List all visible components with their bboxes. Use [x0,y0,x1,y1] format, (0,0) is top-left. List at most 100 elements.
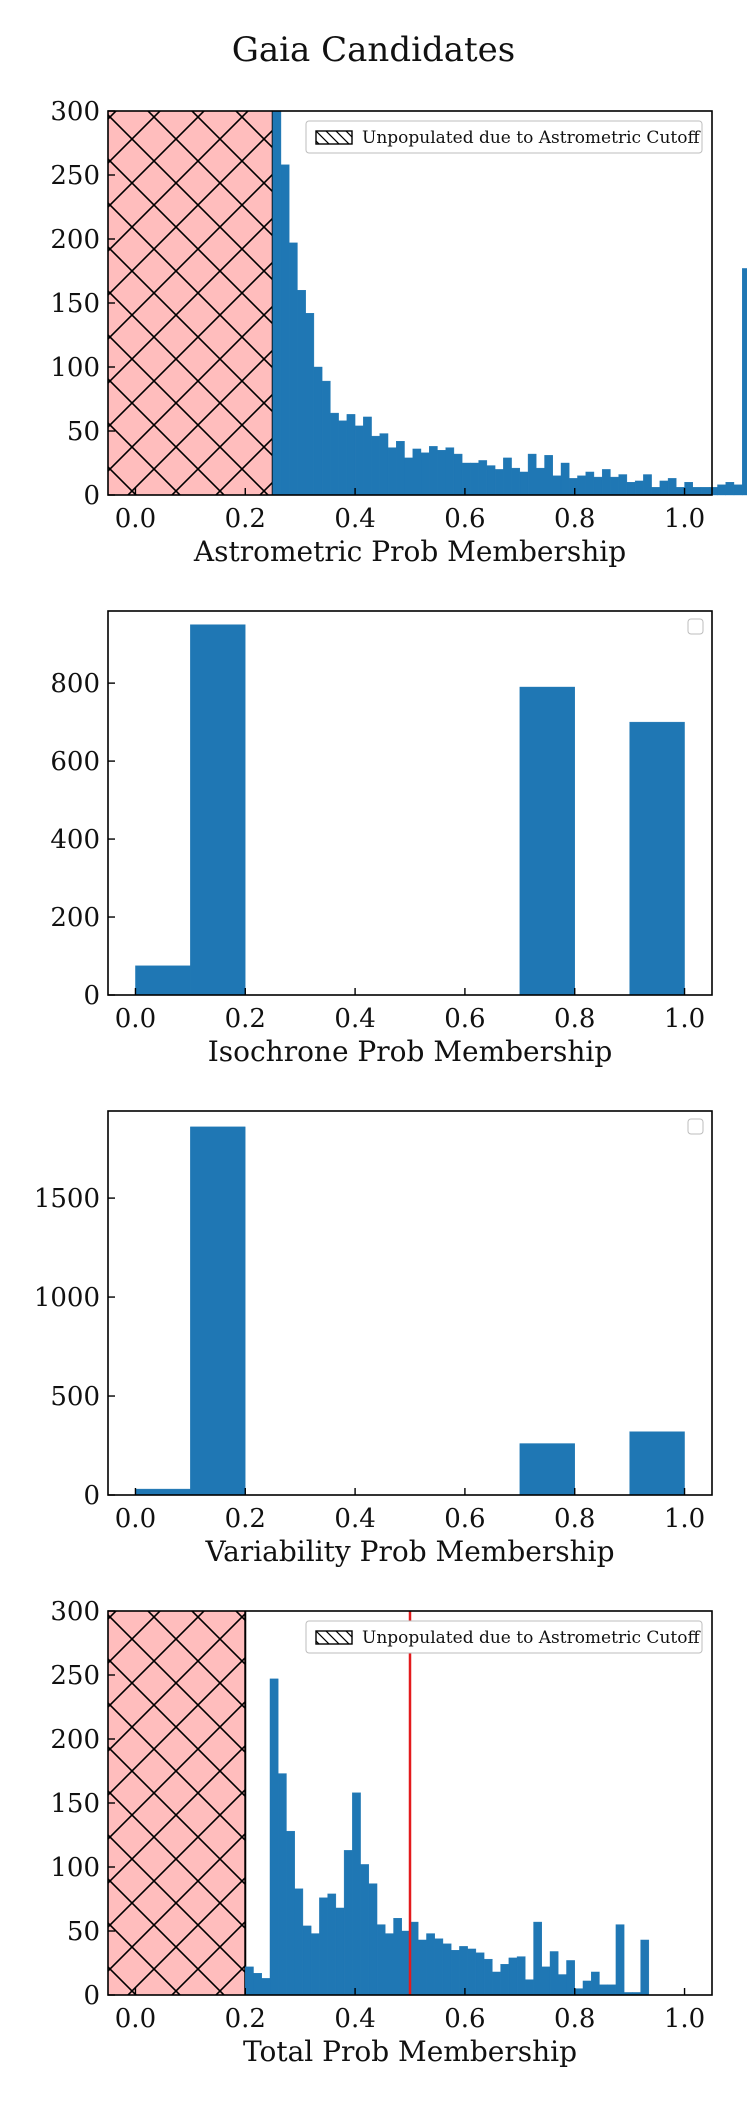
histogram-bar [519,471,529,496]
isochrone-histogram: 0.0 0.2 0.4 0.6 0.8 1.0 0 200 400 600 800 Isochrone… [50,610,713,1068]
histogram-bar [352,1792,361,1996]
histogram-bar [527,453,537,496]
histogram-bar [135,1488,191,1496]
histogram-bar [618,474,628,496]
histogram-bar [461,462,471,496]
histogram-bar [354,425,364,496]
histogram-bar [360,1864,370,1996]
histogram-bar [272,110,282,496]
histogram-bar [585,471,595,496]
histogram-bar [289,242,298,496]
histogram-bar [478,460,488,496]
y-tick-label: 300 [50,1597,100,1627]
legend-swatch [315,1630,353,1645]
legend-box [305,120,703,154]
y-tick-label: 50 [67,1917,100,1947]
y-tick-label: 0 [83,481,100,511]
histogram-bar [483,1958,493,1996]
histogram-bar [684,482,693,496]
legend-label: Unpopulated due to Astrometric Cutoff [362,1628,701,1648]
total-histogram: 0.0 0.2 0.4 0.6 0.8 1.0 0 50 100 150 200 250 300 Tota… [50,1597,713,2068]
histogram-bar [313,366,323,496]
histogram-bar [659,480,669,496]
histogram-bar [368,1883,378,1996]
histogram-bar [190,624,246,996]
histogram-bar [615,1924,625,1996]
histogram-bar [330,412,339,496]
histogram-bar [486,465,496,496]
figure-title: Gaia Candidates [231,30,516,70]
x-tick-label: 0.4 [334,504,375,534]
x-tick-label: 1.0 [664,2004,705,2034]
histogram-bar [190,1126,246,1496]
x-tick-label: 0.8 [554,504,595,534]
histogram-bar [599,1984,608,1996]
histogram-bar [297,289,306,496]
histogram-bar [577,475,586,496]
legend-box [305,1620,703,1654]
y-tick-label: 600 [50,747,100,777]
histogram-bar [541,1966,551,1996]
cutoff-hatch [108,111,273,495]
histogram-bar [434,1938,444,1996]
y-tick-label: 150 [50,289,100,319]
histogram-bar [607,1984,617,1996]
y-tick-label: 800 [50,669,100,699]
histogram-bar [519,686,575,996]
histogram-bar [533,1921,542,1996]
histogram-bar [582,1980,592,1996]
histogram-bar [601,469,611,496]
plot-frame [107,610,713,996]
histogram-bar [549,1951,559,1996]
histogram-bar [725,482,735,496]
histogram-bar [676,487,685,496]
x-tick-label: 0.4 [334,2004,375,2034]
x-tick-label: 1.0 [664,1504,705,1534]
histogram-bar [470,462,479,496]
histogram-bar [709,487,718,496]
histogram-bar [302,1925,312,1996]
histogram-bar [135,965,191,996]
histogram-bar [404,457,413,496]
histogram-bar [338,420,348,496]
y-tick-label: 50 [67,417,100,447]
x-tick-label: 0.6 [444,2004,485,2034]
histogram-bar [426,1933,435,1996]
histogram-bar [651,487,661,496]
x-tick-label: 0.0 [115,2004,156,2034]
histogram-bar [453,453,463,496]
y-tick-label: 100 [50,1853,100,1883]
histogram-bar [544,455,553,496]
x-axis-label: Astrometric Prob Membership [193,535,626,568]
x-tick-label: 0.6 [444,1504,485,1534]
histogram-bar [305,313,315,496]
histogram-bar [742,268,747,496]
legend-box [687,1118,704,1135]
histogram-bar [420,452,430,496]
histogram-bar [494,469,504,496]
histogram-bar [700,487,710,496]
legend-swatch [315,130,353,145]
histogram-bar [475,1952,485,1996]
x-tick-label: 0.0 [115,504,156,534]
histogram-bar [387,447,397,496]
x-tick-label: 0.2 [225,2004,266,2034]
histogram-bar [429,446,438,496]
histogram-bar [717,484,726,496]
histogram-bar [450,1950,460,1996]
y-tick-label: 400 [50,825,100,855]
histogram-bar [396,441,405,496]
histogram-bar [269,1678,279,1996]
histogram-bar [363,416,372,496]
histogram-bar [393,1918,402,1996]
histogram-bar [371,435,380,496]
histogram-bar [536,467,545,496]
legend-label: Unpopulated due to Astrometric Cutoff [362,128,701,148]
histogram-bar [294,1888,304,1996]
x-tick-label: 0.4 [334,1004,375,1034]
x-tick-label: 0.2 [225,1504,266,1534]
x-tick-label: 0.0 [115,1504,156,1534]
histogram-bar [511,467,521,496]
x-tick-label: 0.8 [554,2004,595,2034]
histogram-bar [321,380,331,496]
